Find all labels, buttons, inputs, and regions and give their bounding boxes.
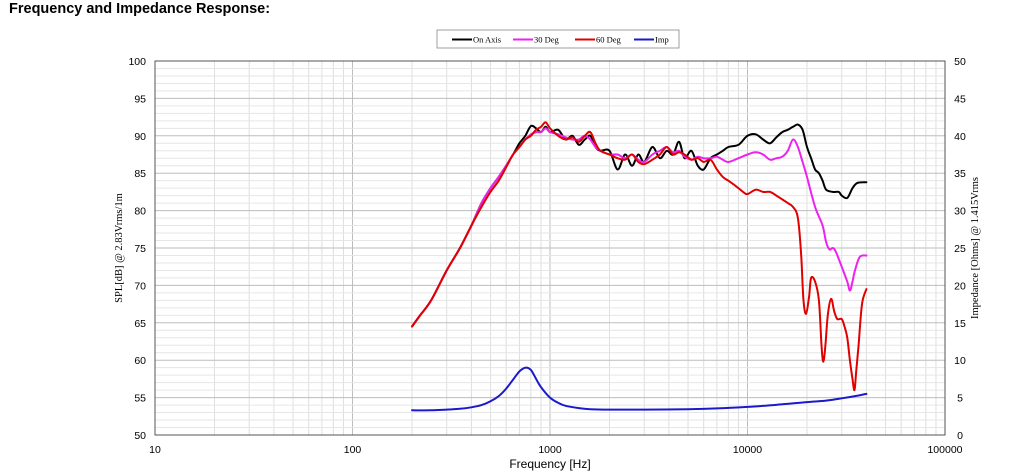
- legend-label: Imp: [655, 35, 669, 45]
- y-tick-label: 65: [134, 318, 146, 330]
- y-tick-label: 95: [134, 93, 146, 105]
- chart-legend: On Axis 30 Deg 60 Deg Imp: [436, 29, 680, 49]
- y2-tick-label: 40: [954, 131, 966, 143]
- y2-tick-label: 15: [954, 318, 966, 330]
- x-tick-label: 100000: [927, 444, 962, 456]
- y-tick-label: 75: [134, 243, 146, 255]
- x-tick-label: 10: [149, 444, 161, 456]
- legend-label: On Axis: [473, 35, 501, 45]
- x-tick-label: 1000: [538, 444, 562, 456]
- page-title: Frequency and Impedance Response:: [9, 1, 271, 17]
- plot-frame: [154, 60, 946, 436]
- y-axis-label: SPL[dB] @ 2.83Vrms/1m: [114, 193, 125, 303]
- y2-tick-label: 25: [954, 243, 966, 255]
- legend-label: 60 Deg: [596, 35, 622, 45]
- y-tick-label: 80: [134, 206, 146, 218]
- legend-label: 30 Deg: [534, 35, 560, 45]
- series-line-imp: [411, 366, 868, 412]
- y2-tick-label: 10: [954, 355, 966, 367]
- y2-tick-label: 5: [957, 393, 963, 405]
- x-axis-label: Frequency [Hz]: [509, 457, 590, 471]
- series-layer: [411, 121, 868, 412]
- y2-tick-label: 30: [954, 206, 966, 218]
- series-line-on-axis: [411, 123, 868, 328]
- y2-tick-label: 35: [954, 168, 966, 180]
- y-tick-label: 90: [134, 131, 146, 143]
- y-tick-label: 70: [134, 280, 146, 292]
- y2-tick-label: 50: [954, 56, 966, 68]
- y2-tick-label: 45: [954, 93, 966, 105]
- legend-box: [436, 29, 680, 49]
- y-tick-label: 85: [134, 168, 146, 180]
- y-tick-label: 50: [134, 430, 146, 442]
- y-tick-label: 100: [128, 56, 146, 68]
- y-tick-label: 60: [134, 355, 146, 367]
- series-line-60-deg: [411, 121, 868, 392]
- axis-ticks: 10 100 1000 10000 10000050556065707580859095…: [128, 56, 966, 456]
- x-tick-label: 100: [344, 444, 362, 456]
- y2-axis-label: Impedance [Ohms] @ 1.415Vrms: [970, 177, 981, 319]
- x-tick-label: 10000: [733, 444, 762, 456]
- y2-tick-label: 20: [954, 280, 966, 292]
- y-tick-label: 55: [134, 393, 146, 405]
- y2-tick-label: 0: [957, 430, 963, 442]
- chart-grid: [154, 60, 945, 436]
